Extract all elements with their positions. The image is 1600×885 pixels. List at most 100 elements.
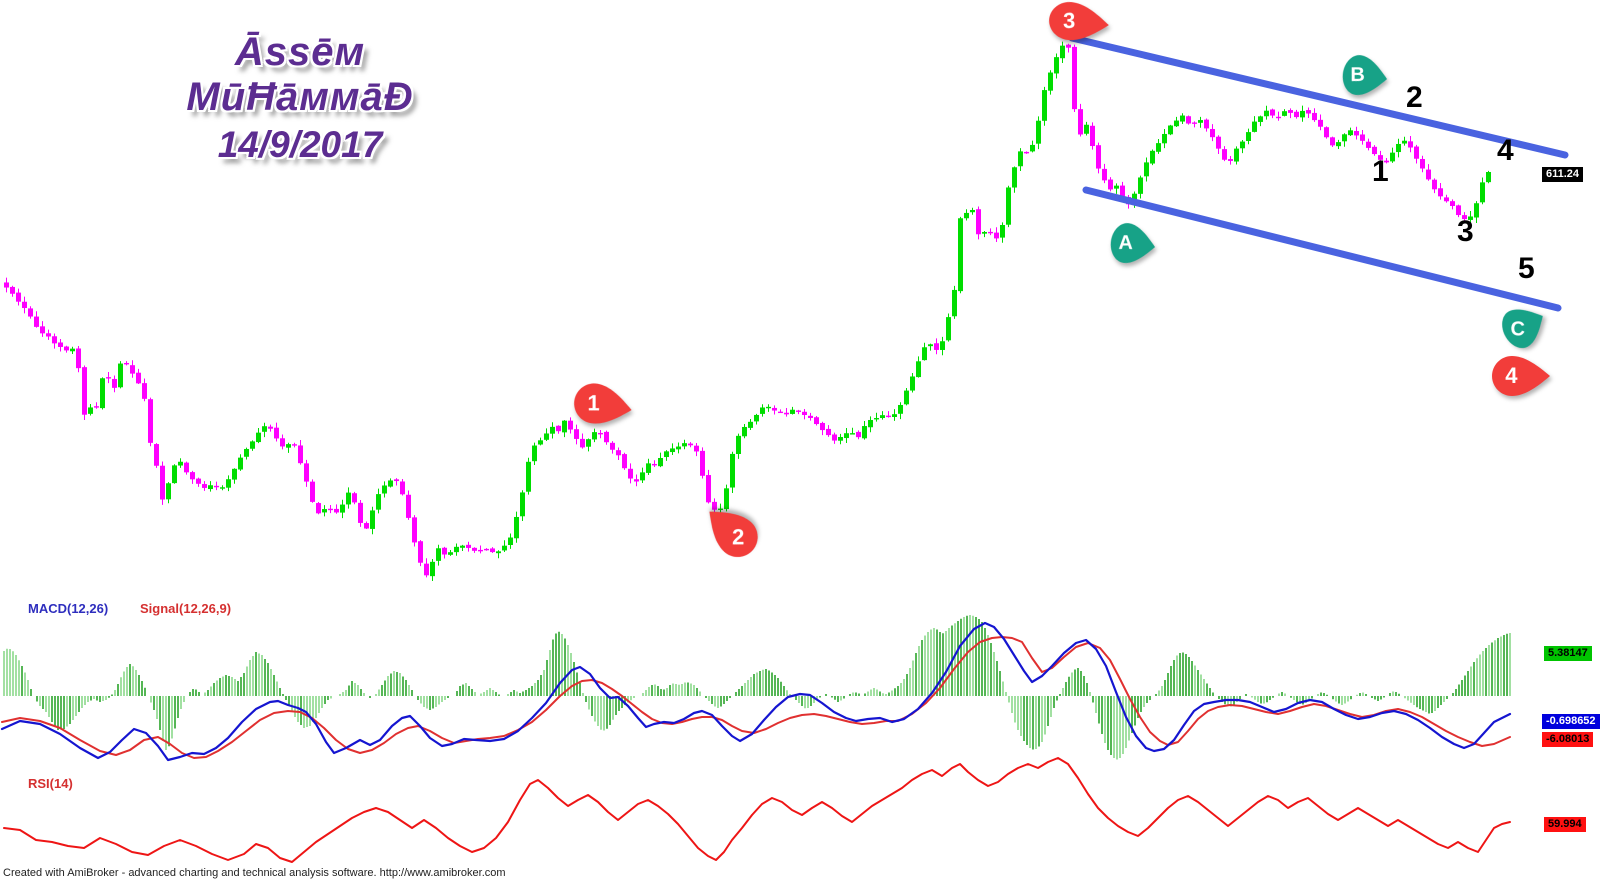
candle-body	[802, 411, 807, 416]
last-price-axis-label: 611.24	[1542, 167, 1584, 182]
candle-body	[532, 445, 537, 462]
candle-body	[1420, 158, 1425, 169]
candle-body	[172, 465, 177, 484]
candle-body	[94, 406, 99, 408]
candle-body	[472, 547, 477, 551]
candle-body	[352, 493, 357, 503]
candle-body	[1180, 115, 1185, 122]
candle-body	[724, 488, 729, 510]
candle-body	[1138, 177, 1143, 194]
pin-balloon-icon	[574, 383, 632, 424]
candle-body	[160, 465, 165, 500]
candle-body	[904, 390, 909, 405]
candle-body	[1192, 122, 1197, 124]
candle-body	[1426, 169, 1431, 180]
marker-pin-A[interactable]: A	[1107, 220, 1158, 268]
candle-body	[166, 483, 171, 500]
candle-body	[1408, 141, 1413, 148]
candle-body	[1258, 116, 1263, 122]
candle-body	[286, 444, 291, 448]
candle-body	[196, 478, 201, 484]
candle-body	[820, 422, 825, 431]
candle-body	[1144, 162, 1149, 177]
pin-label: 2	[732, 524, 745, 550]
candle-body	[862, 426, 867, 439]
signal-pane-label[interactable]: Signal(12,26,9)	[140, 601, 232, 616]
upper-channel-trendline[interactable]	[1068, 34, 1569, 159]
candle-body	[1252, 121, 1257, 132]
candle-body	[952, 289, 957, 317]
macd-line	[0, 621, 1512, 762]
candle-body	[832, 434, 837, 441]
candle-body	[988, 231, 993, 234]
wave-number-label-5[interactable]: 5	[1518, 252, 1535, 285]
candle-body	[1378, 155, 1383, 160]
candle-body	[1114, 185, 1119, 189]
candle-body	[16, 292, 21, 302]
candle-body	[1198, 120, 1203, 123]
candle-body	[1222, 149, 1227, 160]
pin-balloon-icon	[1110, 223, 1156, 263]
candle-body	[772, 407, 777, 411]
candle-body	[628, 468, 633, 479]
marker-pin-3[interactable]: 3	[1046, 0, 1112, 45]
candle-body	[502, 545, 507, 551]
candle-body	[148, 399, 153, 443]
candle-body	[538, 440, 543, 445]
candle-body	[1066, 44, 1071, 48]
candle-body	[850, 433, 855, 435]
candle-body	[910, 376, 915, 391]
macd-line-value-label: -0.698652	[1542, 714, 1600, 729]
candle-body	[130, 365, 135, 374]
candle-body	[424, 563, 429, 576]
marker-pin-4[interactable]: 4	[1491, 355, 1551, 397]
candle-body	[82, 367, 87, 415]
candle-body	[994, 232, 999, 239]
macd-pane-label[interactable]: MACD(12,26)	[28, 601, 109, 616]
candle-body	[1234, 148, 1239, 162]
candle-body	[766, 406, 771, 409]
author-name-text: Āssēм MūĦāммāÐ	[186, 30, 414, 119]
wave-number-label-4[interactable]: 4	[1497, 134, 1514, 167]
candle-body	[568, 420, 573, 430]
rsi-pane-label[interactable]: RSI(14)	[28, 776, 73, 791]
candle-body	[1078, 109, 1083, 135]
candle-body	[1186, 116, 1191, 124]
candle-body	[430, 561, 435, 577]
candle-body	[982, 231, 987, 234]
candle-body	[64, 346, 69, 351]
candle-body	[826, 428, 831, 436]
candle-body	[1048, 72, 1053, 91]
candle-body	[46, 333, 51, 337]
candle-body	[388, 480, 393, 487]
candle-body	[1486, 172, 1491, 183]
candle-body	[1024, 151, 1029, 154]
lower-channel-trendline[interactable]	[1082, 186, 1562, 312]
marker-pin-C[interactable]: C	[1495, 297, 1554, 355]
candle-body	[454, 546, 459, 553]
candle-body	[1468, 216, 1473, 220]
candle-body	[1276, 116, 1281, 119]
candle-body	[784, 412, 789, 415]
candle-body	[412, 517, 417, 543]
wave-number-label-1[interactable]: 1	[1372, 155, 1389, 188]
candlestick-series	[4, 41, 1491, 582]
candle-body	[1030, 144, 1035, 152]
marker-pin-B[interactable]: B	[1339, 52, 1390, 100]
candle-body	[1006, 187, 1011, 225]
marker-pin-2[interactable]: 2	[695, 495, 768, 566]
candle-body	[652, 463, 657, 466]
pin-balloon-icon	[709, 511, 758, 557]
candle-body	[814, 417, 819, 425]
candle-body	[1108, 179, 1113, 190]
wave-number-label-2[interactable]: 2	[1406, 81, 1423, 114]
candle-body	[226, 479, 231, 488]
candle-body	[58, 342, 63, 347]
candle-body	[940, 341, 945, 350]
candle-body	[778, 411, 783, 414]
marker-pin-1[interactable]: 1	[570, 379, 636, 431]
wave-number-label-3[interactable]: 3	[1457, 215, 1474, 248]
candle-body	[490, 548, 495, 553]
candle-body	[748, 421, 753, 428]
